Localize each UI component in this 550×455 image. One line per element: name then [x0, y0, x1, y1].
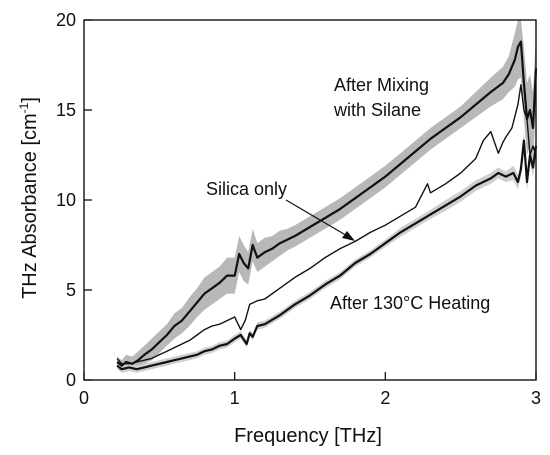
x-axis-title: Frequency [THz] [234, 425, 382, 447]
series-0-band [117, 20, 536, 371]
y-tick-label: 15 [56, 100, 76, 120]
x-tick-label: 2 [380, 388, 390, 408]
annotation-silica-only: Silica only [206, 179, 287, 199]
y-tick-label: 20 [56, 10, 76, 30]
series-2-line [116, 139, 538, 371]
x-tick-label: 1 [230, 388, 240, 408]
series-0-line [116, 40, 538, 367]
y-tick-label: 0 [66, 370, 76, 390]
silica-only-arrow-head [342, 231, 355, 241]
uncertainty-bands [117, 20, 536, 373]
y-axis-title-main: THz Absorbance [cm [19, 113, 41, 299]
silica-only-arrow-line [285, 199, 350, 238]
series-2-band [117, 131, 536, 373]
x-ticks: 0 1 2 3 [79, 372, 541, 408]
x-tick-label: 0 [79, 388, 89, 408]
series-lines [116, 40, 538, 371]
y-tick-label: 10 [56, 190, 76, 210]
y-axis-title: THz Absorbance [cm-1] [17, 97, 41, 299]
annotation-after-mixing-line2: with Silane [333, 100, 421, 120]
series-1-line [116, 84, 537, 365]
y-axis-title-end: ] [19, 97, 41, 103]
annotation-after-heating: After 130°C Heating [330, 293, 490, 313]
axes [83, 19, 537, 381]
annotation-after-mixing-line1: After Mixing [334, 75, 429, 95]
y-axis-title-sup: -1 [17, 102, 31, 113]
plot-frame [83, 19, 537, 381]
y-ticks: 0 5 10 15 20 [56, 10, 92, 390]
y-tick-label: 5 [66, 280, 76, 300]
x-tick-label: 3 [531, 388, 541, 408]
